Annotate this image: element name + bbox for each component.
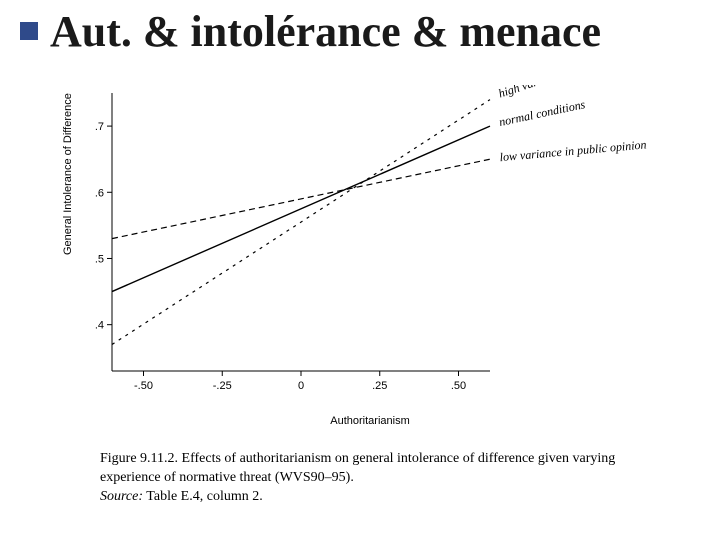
y-tick-label: .5 [95,253,104,265]
chart-svg: .4 .5 .6 .7 -.50 -.25 0 .25 .50 high variance in … [70,85,670,405]
y-tick-label: .4 [95,320,104,332]
series-normal [112,126,490,291]
caption-source-text: Table E.4, column 2. [146,489,262,504]
series-label-normal: normal conditions [498,97,587,129]
caption-fig-number: Figure 9.11.2. [100,451,178,466]
x-tick-label: -.25 [213,380,232,392]
figure-caption: Figure 9.11.2. Effects of authoritariani… [100,450,640,507]
slide-title: Aut. & intolérance & menace [50,6,601,57]
caption-source-label: Source: [100,489,143,504]
title-bullet [20,22,38,40]
x-tick-label: .50 [451,380,466,392]
chart-container: General Intolerance of Difference .4.5.6… [70,85,670,425]
y-tick-label: .7 [95,121,104,133]
series-label-high: high variance in public opinion [497,85,645,100]
x-axis-label: Authoritarianism [70,415,670,427]
x-tick-label: .25 [372,380,387,392]
y-axis-label: General Intolerance of Difference [62,93,74,255]
x-tick-label: -.50 [134,380,153,392]
slide: Aut. & intolérance & menace General Into… [0,0,720,540]
y-tick-label: .6 [95,187,104,199]
x-tick-label: 0 [298,380,304,392]
series-label-low: low variance in public opinion [499,137,647,164]
series-low [112,159,490,238]
series-high [112,100,490,345]
caption-text: Effects of authoritarianism on general i… [100,451,615,485]
